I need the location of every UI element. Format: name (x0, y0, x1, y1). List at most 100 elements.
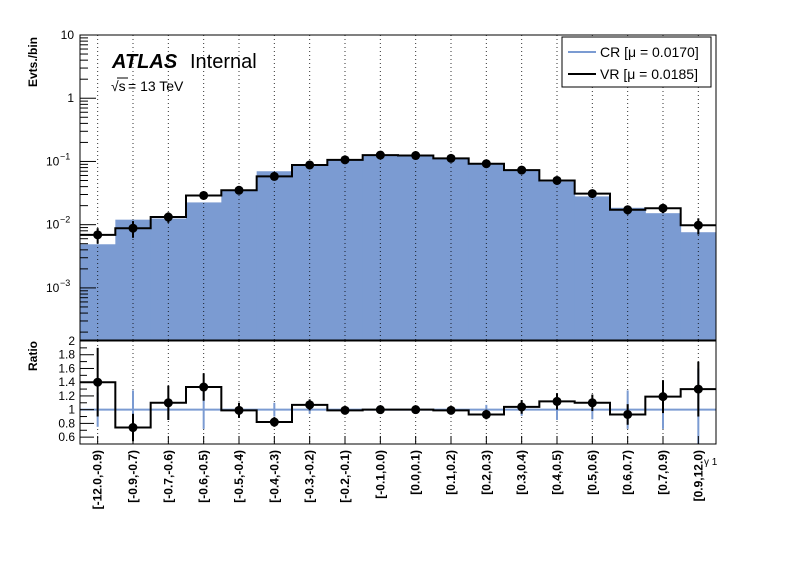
x-tick-label: [-0.1,0.0) (373, 450, 387, 499)
x-tick-label: [-0.7,-0.6) (161, 450, 175, 503)
lower-grid (97, 341, 699, 444)
ratio-point (481, 409, 491, 419)
ratio-point (375, 405, 385, 415)
ratio-point (658, 392, 668, 402)
ratio-step-line (80, 381, 716, 429)
vr-point (128, 223, 138, 233)
vr-point (411, 151, 421, 161)
vr-point (552, 175, 562, 185)
y-tick-exponent: −2 (60, 215, 70, 225)
upper-frame (79, 34, 717, 341)
x-tick-label: [0.7,0.9) (656, 450, 670, 495)
ratio-point (128, 423, 138, 433)
legend-box (561, 36, 712, 88)
ratio-tick-label: 0.6 (58, 430, 75, 444)
vr-point (340, 155, 350, 165)
atlas-experiment: ATLAS (111, 51, 178, 73)
y-tick-label: 10 (61, 28, 75, 42)
vr-point (375, 150, 385, 160)
y-tick-label: 10 (46, 281, 60, 295)
energy-value: = 13 TeV (128, 78, 184, 94)
ratio-reference (80, 368, 716, 444)
legend: CR [μ = 0.0170] VR [μ = 0.0185] (561, 36, 712, 88)
cr-histogram (80, 154, 717, 340)
ratio-tick-label: 1.2 (58, 389, 75, 403)
atlas-label: ATLAS Internal √s = 13 TeV (111, 51, 257, 94)
x-tick-label: [0.4,0.5) (550, 450, 564, 495)
y-tick-exponent: −3 (60, 278, 70, 288)
vr-point (163, 212, 173, 222)
vr-point (446, 153, 456, 163)
x-tick-label: [0.9,12.0) (691, 450, 705, 501)
ratio-point (693, 384, 703, 394)
lower-frame (79, 340, 717, 445)
ratio-point (199, 382, 209, 392)
y-tick-exponent: −1 (60, 151, 70, 161)
x-tick-label: [-0.4,-0.3) (267, 450, 281, 503)
x-tick-label: [0.1,0.2) (444, 450, 458, 495)
vr-point (623, 205, 633, 215)
cr-bar (539, 181, 576, 340)
ratio-point (234, 405, 244, 415)
ratio-point (340, 405, 350, 415)
lower-panel: 0.60.811.21.41.61.82 [-12.0,-0.9) [-0.9,-… (58, 334, 717, 509)
x-axis: [-12.0,-0.9) [-0.9,-0.7) [-0.7,-0.6) [-0.6,… (91, 436, 705, 509)
cr-bar (433, 157, 470, 340)
legend-vr-label: VR [μ = 0.0185] (600, 66, 698, 82)
vr-point (693, 220, 703, 230)
ratio-point (623, 409, 633, 419)
ratio-series (80, 347, 716, 442)
ratio-point (446, 405, 456, 415)
cr-bar (80, 244, 116, 340)
lower-y-axis: 0.60.811.21.41.61.82 (58, 334, 94, 445)
y-tick-label: 10 (46, 218, 60, 232)
vr-point (517, 165, 527, 175)
ratio-tick-label: 1.6 (58, 361, 75, 375)
cr-bar (610, 207, 646, 340)
ratio-point (93, 377, 103, 387)
x-tick-label: [0.2,0.3) (479, 450, 493, 495)
cr-bar (680, 232, 717, 340)
cr-bar (645, 213, 682, 340)
vr-point (199, 190, 209, 200)
ratio-tick-label: 1.8 (58, 348, 75, 362)
energy-prefix: √s (111, 78, 126, 94)
cr-bar (327, 159, 364, 340)
ratio-point (517, 402, 527, 412)
y-tick-label: 1 (67, 91, 74, 105)
ratio-tick-label: 2 (68, 334, 75, 348)
x-tick-label: [0.6,0.7) (621, 450, 635, 495)
x-tick-label: [0.3,0.4) (515, 450, 529, 495)
x-tick-label: [-0.5,-0.4) (232, 450, 246, 503)
cr-bar (292, 164, 328, 340)
vr-point (658, 203, 668, 213)
y-tick-label: 10 (46, 154, 60, 168)
cr-bar (574, 196, 611, 340)
upper-grid (97, 35, 699, 340)
ratio-point (305, 400, 315, 410)
vr-step-line (80, 154, 716, 236)
vr-series (80, 150, 716, 244)
x-tick-label: [0.0,0.1) (409, 450, 423, 495)
vr-point (234, 185, 244, 195)
ratio-point (269, 417, 279, 427)
ratio-tick-label: 1 (68, 403, 75, 417)
x-tick-label: [-0.2,-0.1) (338, 450, 352, 503)
ratio-point (163, 398, 173, 408)
ratio-tick-label: 0.8 (58, 416, 75, 430)
x-tick-label: [-0.6,-0.5) (197, 450, 211, 503)
x-tick-label: [-0.9,-0.7) (126, 450, 140, 503)
x-axis-title: γ 1 (704, 457, 718, 468)
legend-cr-label: CR [μ = 0.0170] (600, 44, 699, 60)
ratio-point (552, 396, 562, 406)
vr-point (93, 230, 103, 240)
atlas-status: Internal (190, 51, 257, 73)
x-tick-label: [-12.0,-0.9) (91, 450, 105, 509)
ratio-tick-label: 1.4 (58, 375, 75, 389)
vr-point (481, 159, 491, 169)
upper-y-axis-title: Evts./bin (26, 37, 40, 87)
lower-y-axis-title: Ratio (26, 341, 40, 371)
ratio-point (411, 405, 421, 415)
